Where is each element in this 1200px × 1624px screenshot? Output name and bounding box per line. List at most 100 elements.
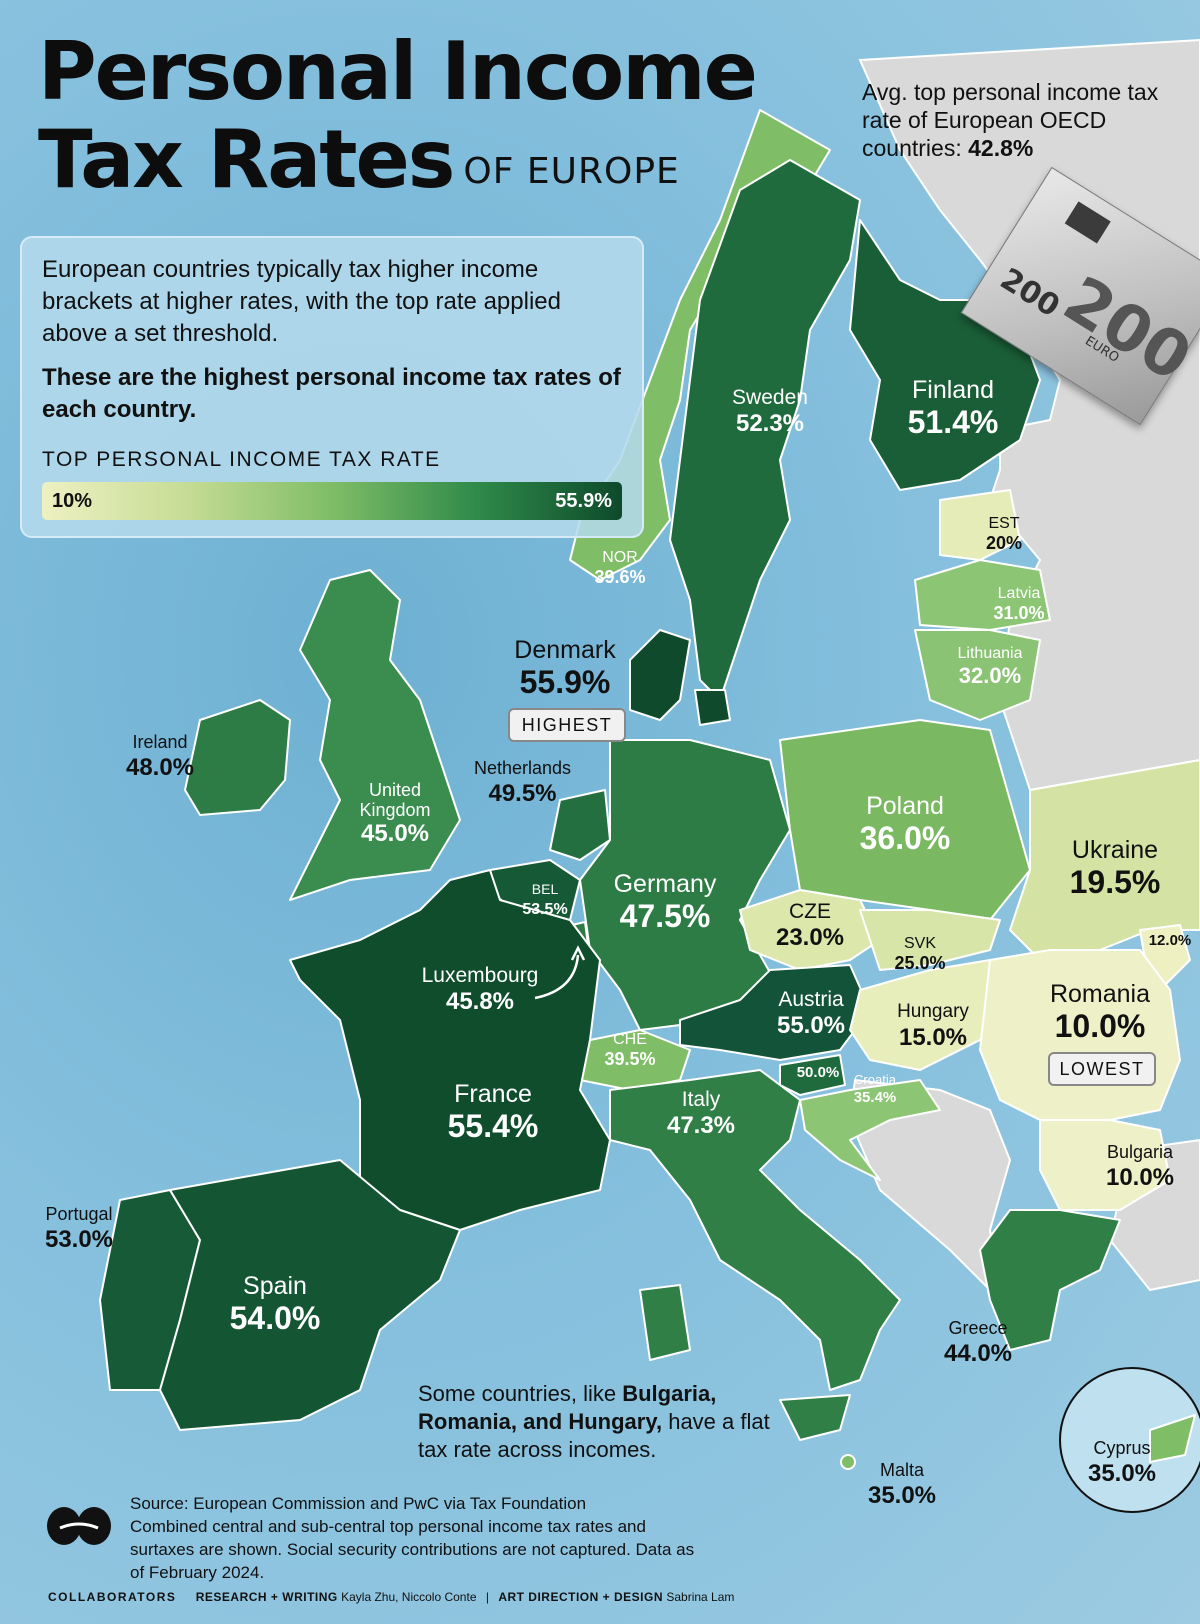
flat-tax-note-prefix: Some countries, like	[418, 1381, 617, 1406]
label-lithuania-value: 32.0%	[958, 663, 1022, 688]
label-moldova: 12.0%	[1140, 932, 1200, 950]
label-greece: Greece 44.0%	[928, 1316, 1028, 1368]
label-slovakia-name: SVK	[903, 935, 936, 952]
credits-design-role: ART DIRECTION + DESIGN	[498, 1590, 663, 1604]
label-croatia-name: Croatia	[854, 1072, 896, 1087]
country-czechia	[739, 889, 881, 971]
country-italy-sardinia	[639, 1284, 691, 1361]
country-italy	[609, 1069, 901, 1391]
country-slovakia	[859, 909, 1001, 971]
label-norway: NOR 39.6%	[580, 548, 660, 588]
country-uk	[289, 569, 461, 901]
country-malta	[840, 1454, 856, 1470]
title-line-1: Personal Income	[38, 25, 758, 118]
label-czechia-name: CZE	[789, 900, 831, 923]
cyprus-inset-circle	[1059, 1367, 1200, 1513]
source-note: Source: European Commission and PwC via …	[130, 1492, 710, 1584]
label-estonia-value: 20%	[985, 533, 1023, 553]
country-sweden	[669, 159, 861, 701]
label-portugal-value: 53.0%	[44, 1226, 114, 1253]
label-portugal-name: Portugal	[45, 1204, 113, 1224]
title-subtitle: OF EUROPE	[463, 151, 680, 192]
flat-tax-note-suffix: have a flat tax rate across incomes.	[418, 1409, 770, 1462]
banknote-denomination-small: 200	[994, 261, 1066, 325]
label-france-value: 55.4%	[447, 1108, 539, 1144]
source-line-1: Source: European Commission and PwC via …	[130, 1494, 587, 1513]
source-line-2: Combined central and sub-central top per…	[130, 1517, 695, 1582]
country-lithuania	[914, 629, 1041, 721]
label-sweden: Sweden 52.3%	[700, 386, 840, 438]
label-germany-value: 47.5%	[619, 898, 711, 934]
flat-tax-note-bold: Bulgaria, Romania, and Hungary,	[418, 1381, 717, 1434]
label-austria-name: Austria	[778, 988, 844, 1011]
luxembourg-arrowhead	[570, 945, 586, 961]
label-portugal: Portugal 53.0%	[24, 1202, 134, 1254]
label-slovakia: SVK 25.0%	[880, 934, 960, 974]
label-switzerland-value: 39.5%	[604, 1049, 656, 1069]
label-italy: Italy 47.3%	[646, 1088, 756, 1140]
credits-label: COLLABORATORS	[48, 1590, 177, 1604]
label-spain-name: Spain	[243, 1272, 307, 1300]
label-hungary-value: 15.0%	[898, 1024, 968, 1051]
label-switzerland-name: CHE	[613, 1031, 647, 1048]
label-cyprus: Cyprus 35.0%	[1072, 1436, 1172, 1488]
label-netherlands: Netherlands 49.5%	[450, 756, 595, 808]
flat-tax-note: Some countries, like Bulgaria, Romania, …	[418, 1380, 798, 1464]
label-ukraine-name: Ukraine	[1071, 836, 1159, 864]
badge-highest: HIGHEST	[508, 708, 626, 742]
binoculars-logo-icon	[47, 1507, 111, 1545]
intro-paragraph-1: European countries typically tax higher …	[42, 256, 561, 347]
average-rate-text: Avg. top personal income tax rate of Eur…	[862, 79, 1159, 161]
label-spain: Spain 54.0%	[200, 1272, 350, 1336]
country-italy-sicily	[779, 1394, 851, 1441]
legend-min-label: 10%	[52, 490, 93, 512]
country-netherlands	[549, 789, 611, 861]
label-czechia: CZE 23.0%	[755, 900, 865, 952]
label-latvia: Latvia 31.0%	[974, 584, 1064, 624]
label-romania-value: 10.0%	[1054, 1008, 1146, 1044]
label-estonia: EST 20%	[964, 514, 1044, 554]
label-latvia-value: 31.0%	[993, 603, 1045, 623]
country-latvia	[914, 559, 1051, 631]
label-malta-name: Malta	[879, 1460, 924, 1480]
label-austria-value: 55.0%	[776, 1012, 846, 1039]
label-norway-value: 39.6%	[594, 567, 646, 587]
label-switzerland: CHE 39.5%	[590, 1030, 670, 1070]
label-luxembourg: Luxembourg 45.8%	[410, 964, 550, 1016]
country-finland	[849, 219, 1041, 491]
label-estonia-name: EST	[988, 515, 1020, 532]
credits-separator: |	[485, 1590, 489, 1604]
label-malta-value: 35.0%	[867, 1482, 937, 1509]
country-spain	[159, 1159, 461, 1431]
country-estonia	[939, 489, 1021, 561]
title-line-2: Tax Rates	[38, 113, 455, 206]
label-poland-value: 36.0%	[859, 820, 951, 856]
label-france: France 55.4%	[418, 1080, 568, 1144]
label-italy-value: 47.3%	[666, 1112, 736, 1139]
label-bulgaria: Bulgaria 10.0%	[1080, 1140, 1200, 1192]
label-france-name: France	[454, 1080, 532, 1108]
label-slovenia-value: 50.0%	[796, 1064, 840, 1081]
credits-bar: COLLABORATORS RESEARCH + WRITING Kayla Z…	[48, 1590, 734, 1604]
label-cyprus-name: Cyprus	[1093, 1438, 1151, 1458]
label-latvia-name: Latvia	[997, 585, 1041, 602]
country-cyprus	[1149, 1414, 1196, 1463]
country-hungary	[849, 959, 1011, 1071]
label-ukraine-value: 19.5%	[1069, 864, 1161, 900]
label-uk: United Kingdom 45.0%	[340, 780, 450, 848]
label-denmark-name: Denmark	[514, 636, 616, 664]
label-czechia-value: 23.0%	[775, 924, 845, 951]
label-greece-name: Greece	[948, 1318, 1008, 1338]
country-denmark	[629, 629, 691, 721]
country-greece	[979, 1209, 1121, 1351]
label-malta: Malta 35.0%	[852, 1458, 952, 1510]
average-rate-note: Avg. top personal income tax rate of Eur…	[862, 78, 1182, 162]
label-hungary: Hungary 15.0%	[878, 1000, 988, 1052]
country-denmark-islands	[694, 689, 731, 726]
label-cyprus-value: 35.0%	[1087, 1460, 1157, 1487]
label-denmark: Denmark 55.9%	[490, 636, 640, 700]
label-ireland: Ireland 48.0%	[100, 730, 220, 782]
label-uk-value: 45.0%	[360, 820, 430, 847]
credits-research-names: Kayla Zhu, Niccolo Conte	[341, 1590, 477, 1604]
label-belgium-value: 53.5%	[522, 901, 568, 918]
